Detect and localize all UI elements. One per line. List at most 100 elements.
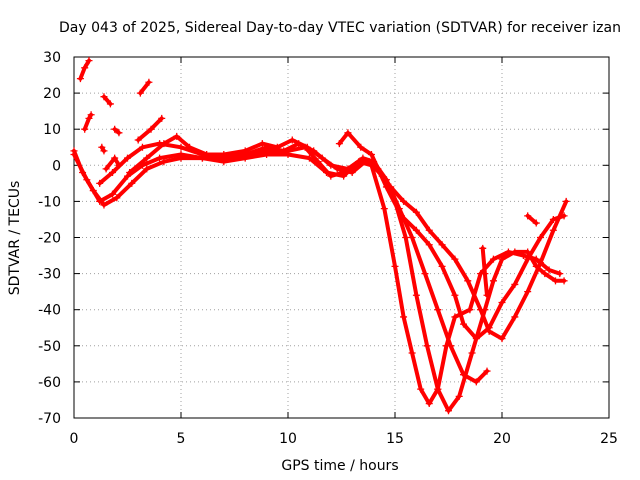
data-point [438, 262, 446, 270]
data-point [412, 226, 420, 234]
data-point [89, 187, 97, 195]
series-line [525, 213, 539, 226]
series-track-8 [98, 143, 108, 155]
data-point [425, 226, 433, 234]
data-point [472, 378, 480, 386]
data-point [143, 154, 151, 162]
data-point [498, 298, 506, 306]
data-point [81, 125, 89, 133]
data-point [177, 154, 185, 162]
y-tick-label: -20 [38, 231, 61, 247]
data-point [417, 385, 425, 393]
data-point [434, 306, 442, 314]
data-point [134, 136, 142, 144]
data-point [459, 371, 467, 379]
data-point [288, 136, 296, 144]
data-point [145, 78, 153, 86]
data-point [451, 255, 459, 263]
data-point [532, 219, 540, 227]
data-point [186, 143, 194, 151]
series-line [102, 94, 113, 106]
data-point [106, 100, 114, 108]
data-point [560, 212, 568, 220]
data-point [124, 172, 131, 180]
data-point [156, 154, 164, 162]
data-point [447, 342, 455, 350]
data-point [318, 154, 326, 162]
data-point [511, 280, 519, 288]
data-point [81, 64, 89, 72]
data-point [203, 150, 211, 158]
data-point [524, 255, 532, 263]
data-point [489, 277, 497, 285]
data-point [109, 190, 117, 198]
series-track-2 [70, 143, 568, 415]
series-line [72, 145, 567, 413]
data-point [160, 140, 168, 148]
x-axis-label: GPS time / hours [281, 458, 398, 474]
chart-title: Day 043 of 2025, Sidereal Day-to-day VTE… [59, 20, 621, 36]
data-point [87, 111, 95, 119]
series-line [82, 112, 94, 132]
data-point [173, 132, 181, 140]
data-point [280, 147, 288, 155]
data-point [367, 150, 375, 158]
series-track-13 [102, 154, 123, 173]
data-point [556, 270, 564, 278]
data-point [273, 143, 281, 151]
data-point [498, 335, 506, 343]
data-point [552, 277, 559, 285]
series-track-14 [479, 244, 491, 299]
data-point [498, 255, 506, 263]
series-track-11 [136, 78, 153, 97]
data-point [479, 244, 487, 252]
data-point [455, 392, 463, 400]
series-track-15 [524, 212, 540, 227]
series-track-5 [335, 129, 568, 343]
data-point [451, 291, 459, 299]
y-tick-label: 10 [43, 122, 61, 138]
y-tick-label: -40 [38, 303, 61, 319]
data-point [412, 291, 420, 299]
data-point [485, 324, 493, 332]
data-point [382, 183, 390, 191]
data-point [344, 129, 352, 137]
y-axis-label: SDTVAR / TECUs [7, 181, 23, 296]
data-point [421, 270, 429, 278]
data-point [391, 262, 399, 270]
data-point [85, 57, 93, 65]
data-point [549, 215, 557, 223]
data-point [76, 75, 84, 83]
data-point [333, 165, 341, 173]
data-point [451, 313, 459, 321]
data-point [100, 93, 108, 101]
data-point [408, 234, 416, 241]
data-point [115, 129, 123, 137]
data-point [314, 158, 322, 166]
data-point [511, 248, 519, 256]
data-point [425, 241, 433, 249]
data-point [126, 169, 134, 177]
data-point [327, 172, 335, 180]
data-point [160, 158, 168, 166]
data-point [549, 226, 557, 234]
data-point [220, 150, 228, 158]
series-track-1 [70, 150, 564, 408]
x-tick-label: 0 [70, 431, 79, 447]
data-point [412, 208, 420, 216]
y-tick-label: 20 [43, 86, 61, 102]
data-point [400, 197, 408, 205]
data-point [425, 400, 433, 408]
data-point [124, 154, 131, 162]
data-point [472, 335, 480, 343]
data-point [79, 169, 87, 177]
data-point [468, 349, 476, 357]
data-series [70, 57, 570, 415]
data-point [98, 143, 106, 151]
y-tick-label: -60 [38, 375, 61, 391]
data-point [109, 169, 117, 177]
x-tick-label: 10 [279, 431, 297, 447]
data-point [136, 89, 144, 97]
data-point [143, 165, 151, 173]
